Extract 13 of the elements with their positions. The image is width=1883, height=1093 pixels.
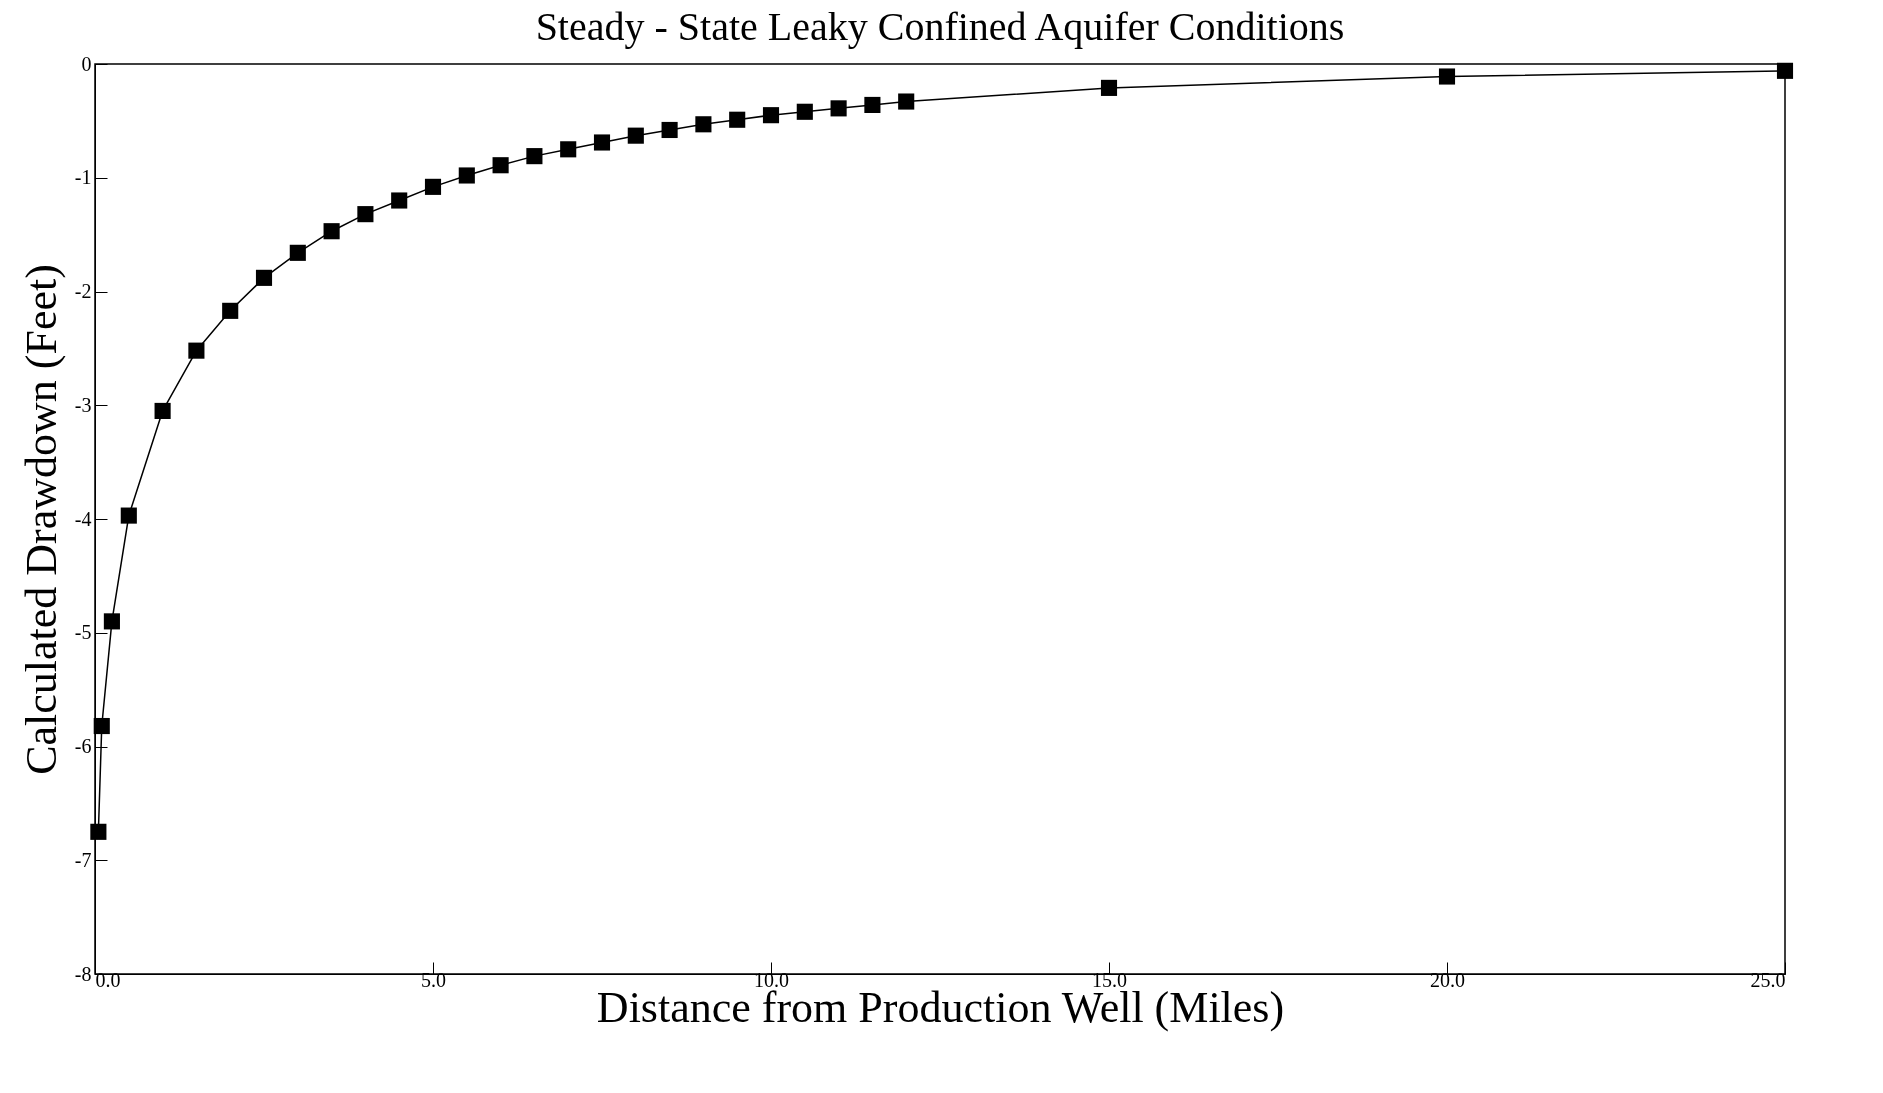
- y-tick-label: -2: [74, 280, 92, 302]
- y-tick-label: -7: [74, 848, 92, 871]
- y-axis-title: Calculated Drawdown (Feet): [16, 264, 66, 775]
- y-tick-label: -5: [74, 621, 92, 644]
- y-tick-label: -4: [74, 507, 92, 530]
- y-tick-label: -8: [74, 962, 92, 985]
- y-tick-label: -1: [74, 166, 92, 189]
- y-tick-label: 0: [81, 52, 92, 75]
- x-tick-label: 25.0: [1750, 968, 1786, 991]
- x-tick-label: 0.0: [95, 968, 121, 991]
- y-tick-label: -3: [74, 393, 92, 416]
- y-tick-label: -6: [74, 735, 92, 757]
- chart-title: Steady - State Leaky Confined Aquifer Conditions: [535, 4, 1345, 49]
